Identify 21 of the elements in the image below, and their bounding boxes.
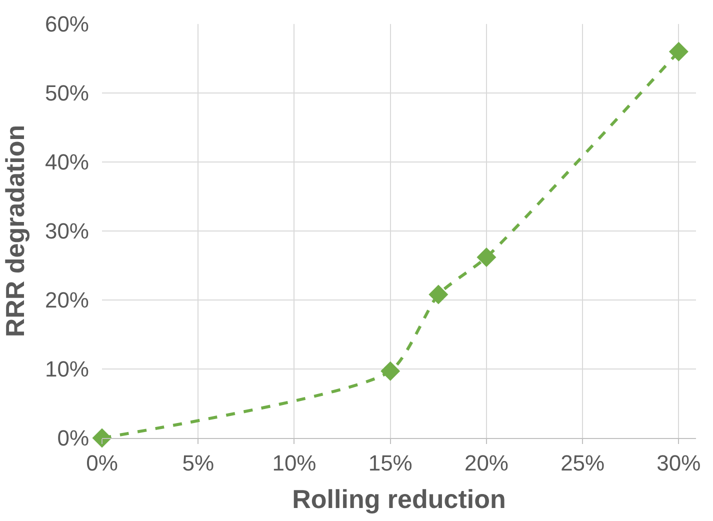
point	[476, 247, 496, 267]
point	[668, 42, 688, 62]
y-tick-label: 30%	[44, 218, 89, 244]
y-tick-label: 20%	[44, 288, 89, 313]
y-tick-label: 50%	[44, 80, 89, 106]
x-tick-label: 25%	[560, 450, 605, 476]
x-tick-label: 5%	[182, 450, 214, 476]
y-tick-label: 60%	[44, 12, 89, 37]
point	[380, 361, 400, 381]
x-tick-label: 30%	[656, 450, 701, 476]
x-tick-label: 0%	[86, 450, 118, 476]
y-tick-label: 40%	[44, 150, 89, 175]
x-tick-label: 15%	[368, 450, 412, 476]
point	[92, 428, 112, 448]
x-tick-label: 20%	[464, 450, 508, 476]
y-axis-title: RRR degradation	[0, 124, 30, 338]
point	[428, 284, 448, 304]
y-tick-label: 10%	[44, 356, 89, 382]
x-axis-title: Rolling reduction	[292, 484, 506, 514]
x-tick-label: 10%	[272, 450, 316, 476]
y-tick-label: 0%	[57, 426, 89, 451]
